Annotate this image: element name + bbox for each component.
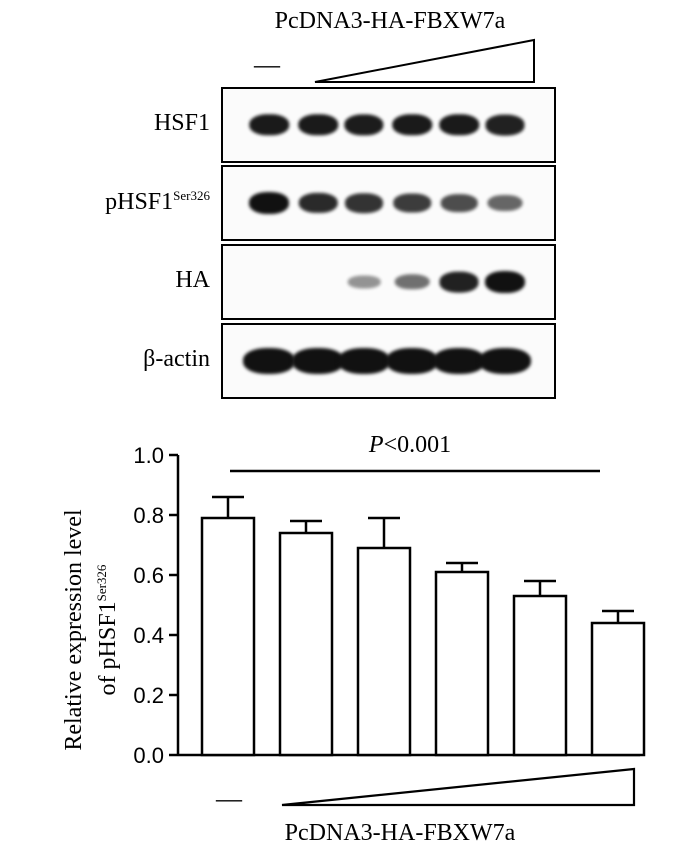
blot-band-bactin-4 bbox=[386, 348, 438, 374]
blot-band-hsf1-4 bbox=[392, 114, 432, 136]
blot-label-phsf1: pHSF1Ser326 bbox=[105, 188, 210, 215]
blot-band-phsf1-3 bbox=[345, 193, 383, 213]
blot-band-bactin-5 bbox=[433, 348, 485, 374]
blot-panel-ha bbox=[221, 244, 556, 320]
blot-band-bactin-1 bbox=[243, 348, 295, 374]
blot-band-hsf1-5 bbox=[439, 114, 479, 136]
blot-control-mark: — bbox=[254, 50, 280, 79]
y-tick-label-1: 0.2 bbox=[133, 683, 164, 708]
p-value-annotation: P<0.001 bbox=[368, 432, 452, 458]
chart-dose-triangle bbox=[281, 767, 636, 807]
blot-band-phsf1-6 bbox=[487, 195, 523, 211]
blot-band-hsf1-6 bbox=[485, 114, 525, 136]
chart-control-mark: — bbox=[216, 784, 242, 813]
y-tick-label-2: 0.4 bbox=[133, 623, 164, 648]
blot-label-hsf1: HSF1 bbox=[153, 110, 210, 136]
bar-2 bbox=[278, 531, 334, 757]
blot-band-ha-4 bbox=[394, 274, 430, 290]
x-axis-title: PcDNA3-HA-FBXW7a bbox=[284, 820, 516, 846]
blot-band-bactin-6 bbox=[479, 348, 531, 374]
blot-band-hsf1-1 bbox=[249, 114, 289, 136]
blot-band-bactin-2 bbox=[292, 348, 344, 374]
blot-dose-triangle bbox=[314, 38, 535, 83]
blot-band-hsf1-2 bbox=[298, 114, 338, 136]
y-tick-label-0: 0.0 bbox=[133, 743, 164, 768]
blot-label-bactin: β-actin bbox=[143, 346, 210, 372]
blot-band-bactin-3 bbox=[338, 348, 390, 374]
blot-title: PcDNA3-HA-FBXW7a bbox=[274, 8, 506, 34]
bar-1 bbox=[200, 516, 256, 757]
y-tick-label-4: 0.8 bbox=[133, 503, 164, 528]
blot-band-phsf1-5 bbox=[440, 194, 478, 212]
blot-panel-bactin bbox=[221, 323, 556, 399]
blot-label-ha: HA bbox=[175, 267, 210, 293]
y-tick-label-5: 1.0 bbox=[133, 443, 164, 468]
blot-band-ha-6 bbox=[485, 271, 525, 293]
bar-6 bbox=[590, 621, 646, 757]
blot-panel-phsf1 bbox=[221, 165, 556, 241]
blot-band-phsf1-2 bbox=[298, 192, 338, 214]
blot-panel-hsf1 bbox=[221, 87, 556, 163]
bar-3 bbox=[356, 546, 412, 757]
y-tick-label-3: 0.6 bbox=[133, 563, 164, 588]
bar-5 bbox=[512, 594, 568, 757]
bar-4 bbox=[434, 570, 490, 757]
blot-band-phsf1-4 bbox=[393, 193, 431, 213]
blot-band-ha-5 bbox=[439, 271, 479, 293]
blot-band-phsf1-1 bbox=[249, 192, 289, 214]
blot-band-hsf1-3 bbox=[344, 114, 384, 136]
blot-band-ha-3 bbox=[347, 275, 381, 289]
